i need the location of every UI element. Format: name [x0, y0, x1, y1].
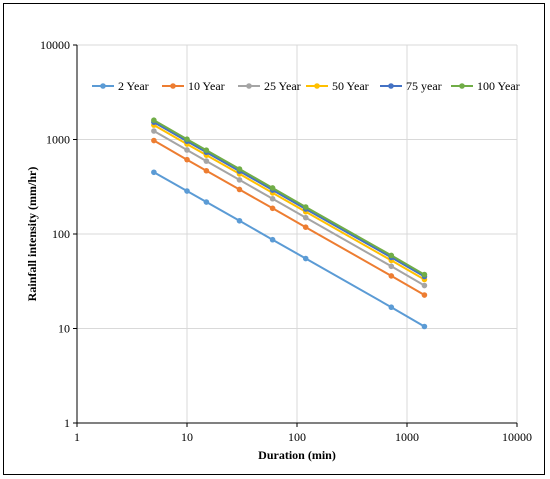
series-1 — [151, 169, 428, 330]
x-tick-label: 1000 — [395, 430, 419, 444]
data-point — [421, 323, 428, 330]
data-point — [421, 282, 428, 289]
data-point — [184, 188, 190, 194]
series-line — [153, 130, 425, 287]
series-6 — [151, 117, 428, 278]
data-point — [302, 255, 309, 262]
data-point — [269, 205, 276, 212]
legend: 2 Year 10 Year 25 Year 50 Year 75 year 100 Ye… — [92, 79, 520, 93]
x-tick-label: 1 — [74, 430, 80, 444]
legend-label: 50 Year — [332, 79, 369, 93]
legend-item: 75 year — [380, 79, 442, 93]
series-2 — [151, 137, 428, 298]
legend-item: 25 Year — [238, 79, 301, 93]
y-tick-label: 10 — [58, 322, 70, 336]
y-tick-label: 100 — [52, 227, 70, 241]
y-tick-label: 1000 — [46, 133, 70, 147]
data-point — [269, 195, 276, 202]
series-3 — [151, 128, 428, 289]
data-point — [269, 236, 276, 243]
data-point — [302, 204, 309, 210]
data-point — [151, 169, 157, 176]
data-point — [203, 158, 210, 164]
series-lines — [151, 117, 428, 330]
y-tick-label: 1 — [64, 416, 70, 430]
data-point — [302, 214, 309, 221]
legend-item: 50 Year — [306, 79, 369, 93]
axes — [73, 44, 518, 427]
legend-label: 25 Year — [264, 79, 301, 93]
legend-swatch-marker — [100, 83, 106, 89]
series-line — [153, 139, 425, 296]
x-tick-labels: 1 10 100 1000 10000 — [74, 430, 532, 444]
data-point — [184, 147, 190, 153]
series-line — [153, 171, 425, 328]
legend-label: 2 Year — [118, 79, 149, 93]
x-tick-label: 100 — [288, 430, 306, 444]
legend-swatch-marker — [314, 83, 320, 89]
data-point — [203, 199, 210, 205]
legend-label: 100 Year — [477, 79, 520, 93]
legend-label: 10 Year — [188, 79, 225, 93]
y-tick-label: 10000 — [40, 38, 70, 52]
data-point — [388, 252, 395, 259]
series-line — [153, 124, 425, 281]
data-point — [151, 128, 157, 134]
legend-swatch-marker — [170, 83, 176, 89]
legend-item: 10 Year — [162, 79, 225, 93]
series-line — [153, 119, 425, 276]
data-point — [151, 137, 157, 144]
data-point — [236, 177, 243, 183]
data-point — [421, 271, 428, 278]
series-4 — [151, 122, 428, 283]
data-point — [302, 224, 309, 231]
data-point — [184, 136, 190, 142]
legend-swatch-marker — [459, 83, 465, 89]
data-point — [388, 273, 395, 279]
x-tick-label: 10000 — [502, 430, 532, 444]
gridlines — [77, 44, 518, 423]
x-axis-title: Duration (min) — [258, 448, 336, 462]
legend-swatch-marker — [246, 83, 252, 89]
y-tick-labels: 1 10 100 1000 10000 — [40, 38, 70, 430]
data-point — [236, 186, 243, 193]
x-tick-label: 10 — [181, 430, 193, 444]
data-point — [388, 263, 395, 270]
legend-item: 2 Year — [92, 79, 149, 93]
data-point — [151, 117, 157, 124]
legend-item: 100 Year — [451, 79, 520, 93]
data-point — [184, 156, 190, 163]
legend-label: 75 year — [406, 79, 442, 93]
data-point — [388, 304, 395, 311]
y-axis-title: Rainfall intensity (mm/hr) — [25, 167, 39, 302]
data-point — [421, 292, 428, 298]
data-point — [203, 167, 210, 174]
series-line — [153, 121, 425, 278]
data-point — [236, 217, 243, 224]
legend-swatch-marker — [388, 83, 394, 89]
data-point — [236, 166, 243, 172]
data-point — [203, 147, 210, 154]
data-point — [269, 185, 276, 191]
